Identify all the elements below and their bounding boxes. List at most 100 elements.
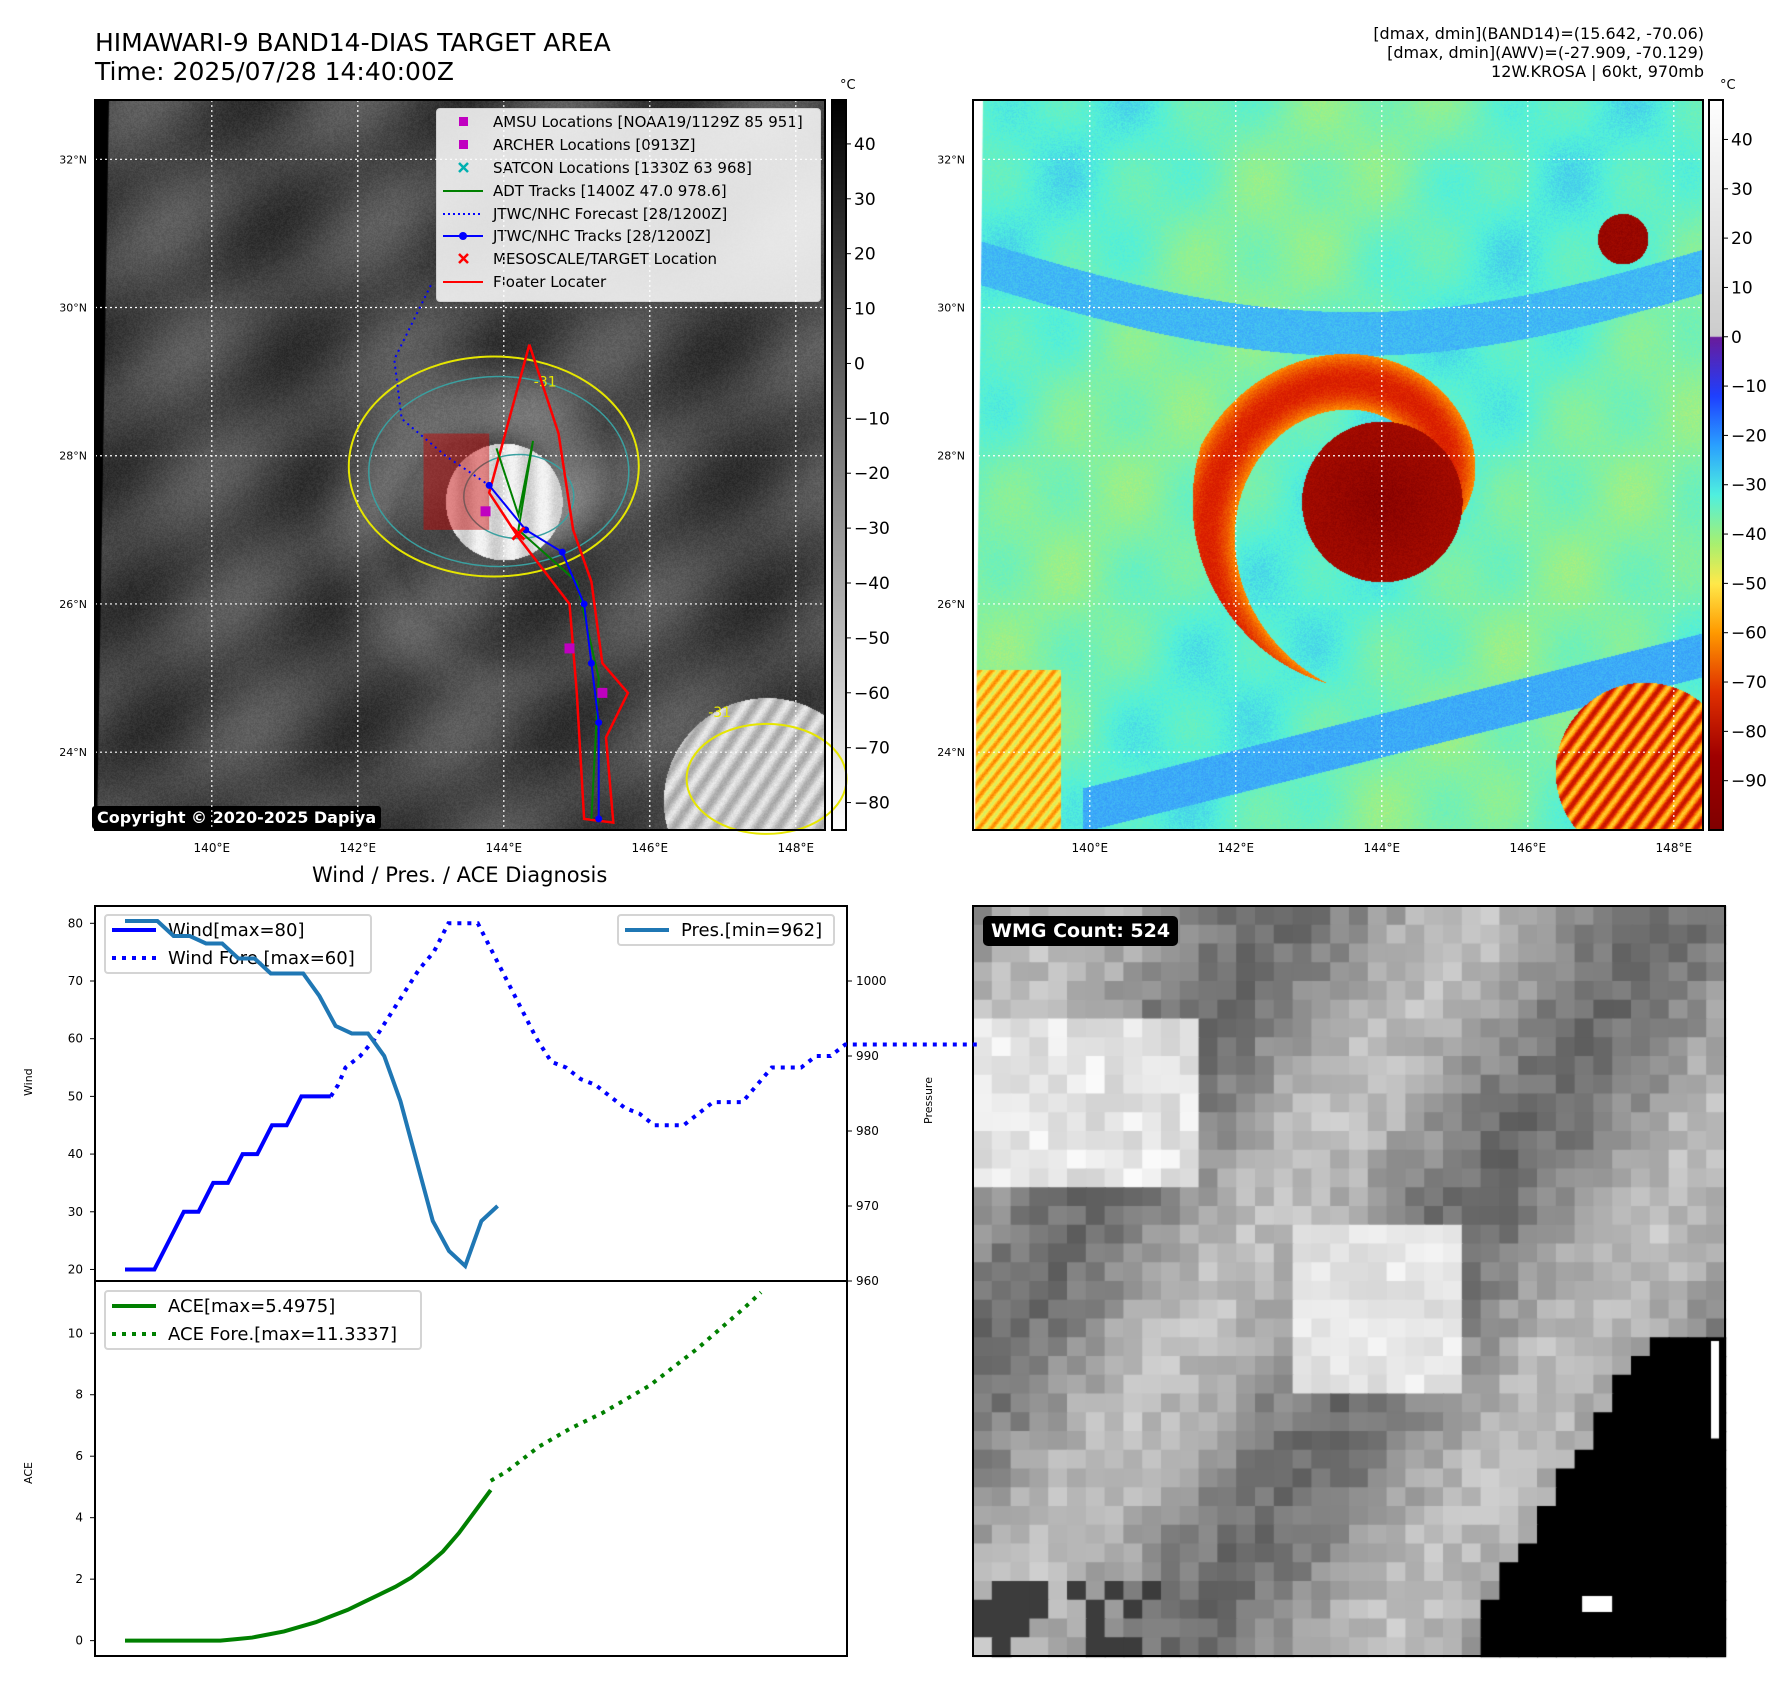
map-right-frame [972,99,1704,831]
info-line2: [dmax, dmin](AWV)=(-27.909, -70.129) [1387,43,1704,62]
map-left-lat-label: 32°N [59,153,87,166]
map-legend-row: ADT Tracks [1400Z 47.0 978.6] [437,179,820,202]
colorbar-left-tick-label: −10 [854,409,890,429]
legend-swatch [443,232,483,241]
map-left-lon-label: 148°E [778,841,815,855]
map-left-lat-label: 28°N [59,450,87,463]
wind-fore-legend-row: Wind Fore.[max=60] [106,944,370,972]
diagnosis-title: Wind / Pres. / ACE Diagnosis [312,863,608,887]
colorbar-right-unit: °C [1720,78,1736,93]
ace-fore-legend-swatch [112,1332,156,1336]
colorbar-left-tick-label: 20 [854,245,876,265]
map-left-lon-label: 140°E [194,841,231,855]
figure-title: HIMAWARI-9 BAND14-DIAS TARGET AREA Time:… [95,28,611,86]
map-legend-row: AMSU Locations [NOAA19/1129Z 85 951] [437,111,820,134]
wind-y2-tick-label: 980 [856,1124,879,1138]
amsu-marker [480,506,491,517]
legend-label: JTWC/NHC Forecast [28/1200Z] [493,204,728,223]
colorbar-left-tick-label: 30 [854,190,876,210]
pressure-legend-swatch [625,928,669,932]
wmg-count-badge: WMG Count: 524 [983,916,1179,946]
contour-label-2: -31 [708,705,731,721]
wind-legend: Wind[max=80] Wind Fore.[max=60] [104,914,372,974]
legend-swatch [459,140,468,150]
ace-y-tick-label: 2 [75,1572,83,1586]
colorbar-right-tick-label: −10 [1731,377,1767,397]
wind-y-tick-label: 80 [68,916,83,930]
amsu-marker [564,643,575,654]
colorbar-left-tick-label: −50 [854,629,890,649]
colorbar-right-tick-label: 30 [1731,180,1753,200]
legend-label: ARCHER Locations [0913Z] [493,136,696,155]
amsu-marker [597,687,608,698]
jtwc-track-point [587,659,595,667]
colorbar-right-tick-label: −90 [1731,772,1767,792]
wind-fore-legend-label: Wind Fore.[max=60] [168,947,355,969]
wind-y-tick-label: 60 [68,1032,83,1046]
map-legend-row: ARCHER Locations [0913Z] [437,134,820,157]
legend-label: Floater Locater [493,272,607,291]
wind-y-tick-label: 50 [68,1089,83,1103]
colorbar-right-tick-label: −70 [1731,673,1767,693]
legend-swatch [443,212,483,215]
wmg-frame [972,905,1726,1657]
jtwc-track-point [595,719,603,727]
colorbar-left-tick-label: −40 [854,574,890,594]
figure-title-line2: Time: 2025/07/28 14:40:00Z [95,57,454,86]
legend-label: AMSU Locations [NOAA19/1129Z 85 951] [493,113,803,132]
map-right-lon-label: 146°E [1510,841,1547,855]
colorbar-right-tick-label: −50 [1731,574,1767,594]
colorbar-left-tick-label: 10 [854,300,876,320]
wind-y-tick-label: 70 [68,974,83,988]
map-right-lon-label: 140°E [1072,841,1109,855]
wind-y2-tick-label: 990 [856,1049,879,1063]
map-legend-row: Floater Locater [437,271,820,294]
colorbar-right-tick-label: −20 [1731,426,1767,446]
map-legend-row: JTWC/NHC Forecast [28/1200Z] [437,202,820,225]
target-marker [511,526,526,541]
colorbar-left-tick-label: −30 [854,519,890,539]
map-legend: AMSU Locations [NOAA19/1129Z 85 951] ARCH… [436,108,821,302]
legend-swatch [459,117,468,127]
map-legend-row: MESOSCALE/TARGET Location [437,248,820,271]
ace-y-tick-label: 4 [75,1511,83,1525]
map-right-lat-label: 30°N [937,302,965,315]
contour-teal [368,375,630,568]
map-right-lon-label: 142°E [1218,841,1255,855]
jtwc-track-point [580,600,588,608]
figure-title-line1: HIMAWARI-9 BAND14-DIAS TARGET AREA [95,28,611,57]
legend-swatch [443,280,483,283]
info-line3: 12W.KROSA | 60kt, 970mb [1491,62,1704,81]
wind-y2-tick-label: 970 [856,1199,879,1213]
contour-label: -31 [534,375,557,391]
ace-legend-row: ACE[max=5.4975] [106,1292,420,1320]
map-left-lat-label: 24°N [59,746,87,759]
wind-plot-frame [94,905,848,1282]
map-left-lon-label: 146°E [632,841,669,855]
legend-label: JTWC/NHC Tracks [28/1200Z] [493,227,711,246]
colorbar-right-frame [1708,99,1724,831]
map-left-lat-label: 30°N [59,302,87,315]
ace-y-tick-label: 10 [68,1326,83,1340]
map-right-lat-label: 32°N [937,153,965,166]
legend-swatch [443,189,483,192]
jtwc-track-point [485,481,493,489]
contour-yellow [347,355,640,578]
jtwc-forecast-track [393,284,490,487]
map-left-lon-label: 144°E [486,841,523,855]
wind-y-tick-label: 30 [68,1205,83,1219]
legend-swatch [458,253,469,265]
jtwc-track-point [558,548,566,556]
colorbar-left-frame [831,99,847,831]
legend-label: SATCON Locations [1330Z 63 968] [493,158,752,177]
contour-lower-right [685,722,848,835]
colorbar-left-tick-label: −20 [854,464,890,484]
colorbar-left-tick-label: −70 [854,739,890,759]
ace-forecast-series-line [489,1290,763,1483]
wind-legend-row: Wind[max=80] [106,916,370,944]
colorbar-right-tick-label: −40 [1731,525,1767,545]
map-legend-row: SATCON Locations [1330Z 63 968] [437,157,820,180]
colorbar-right-tick-label: 40 [1731,130,1753,150]
mesoscale-box [423,433,490,530]
